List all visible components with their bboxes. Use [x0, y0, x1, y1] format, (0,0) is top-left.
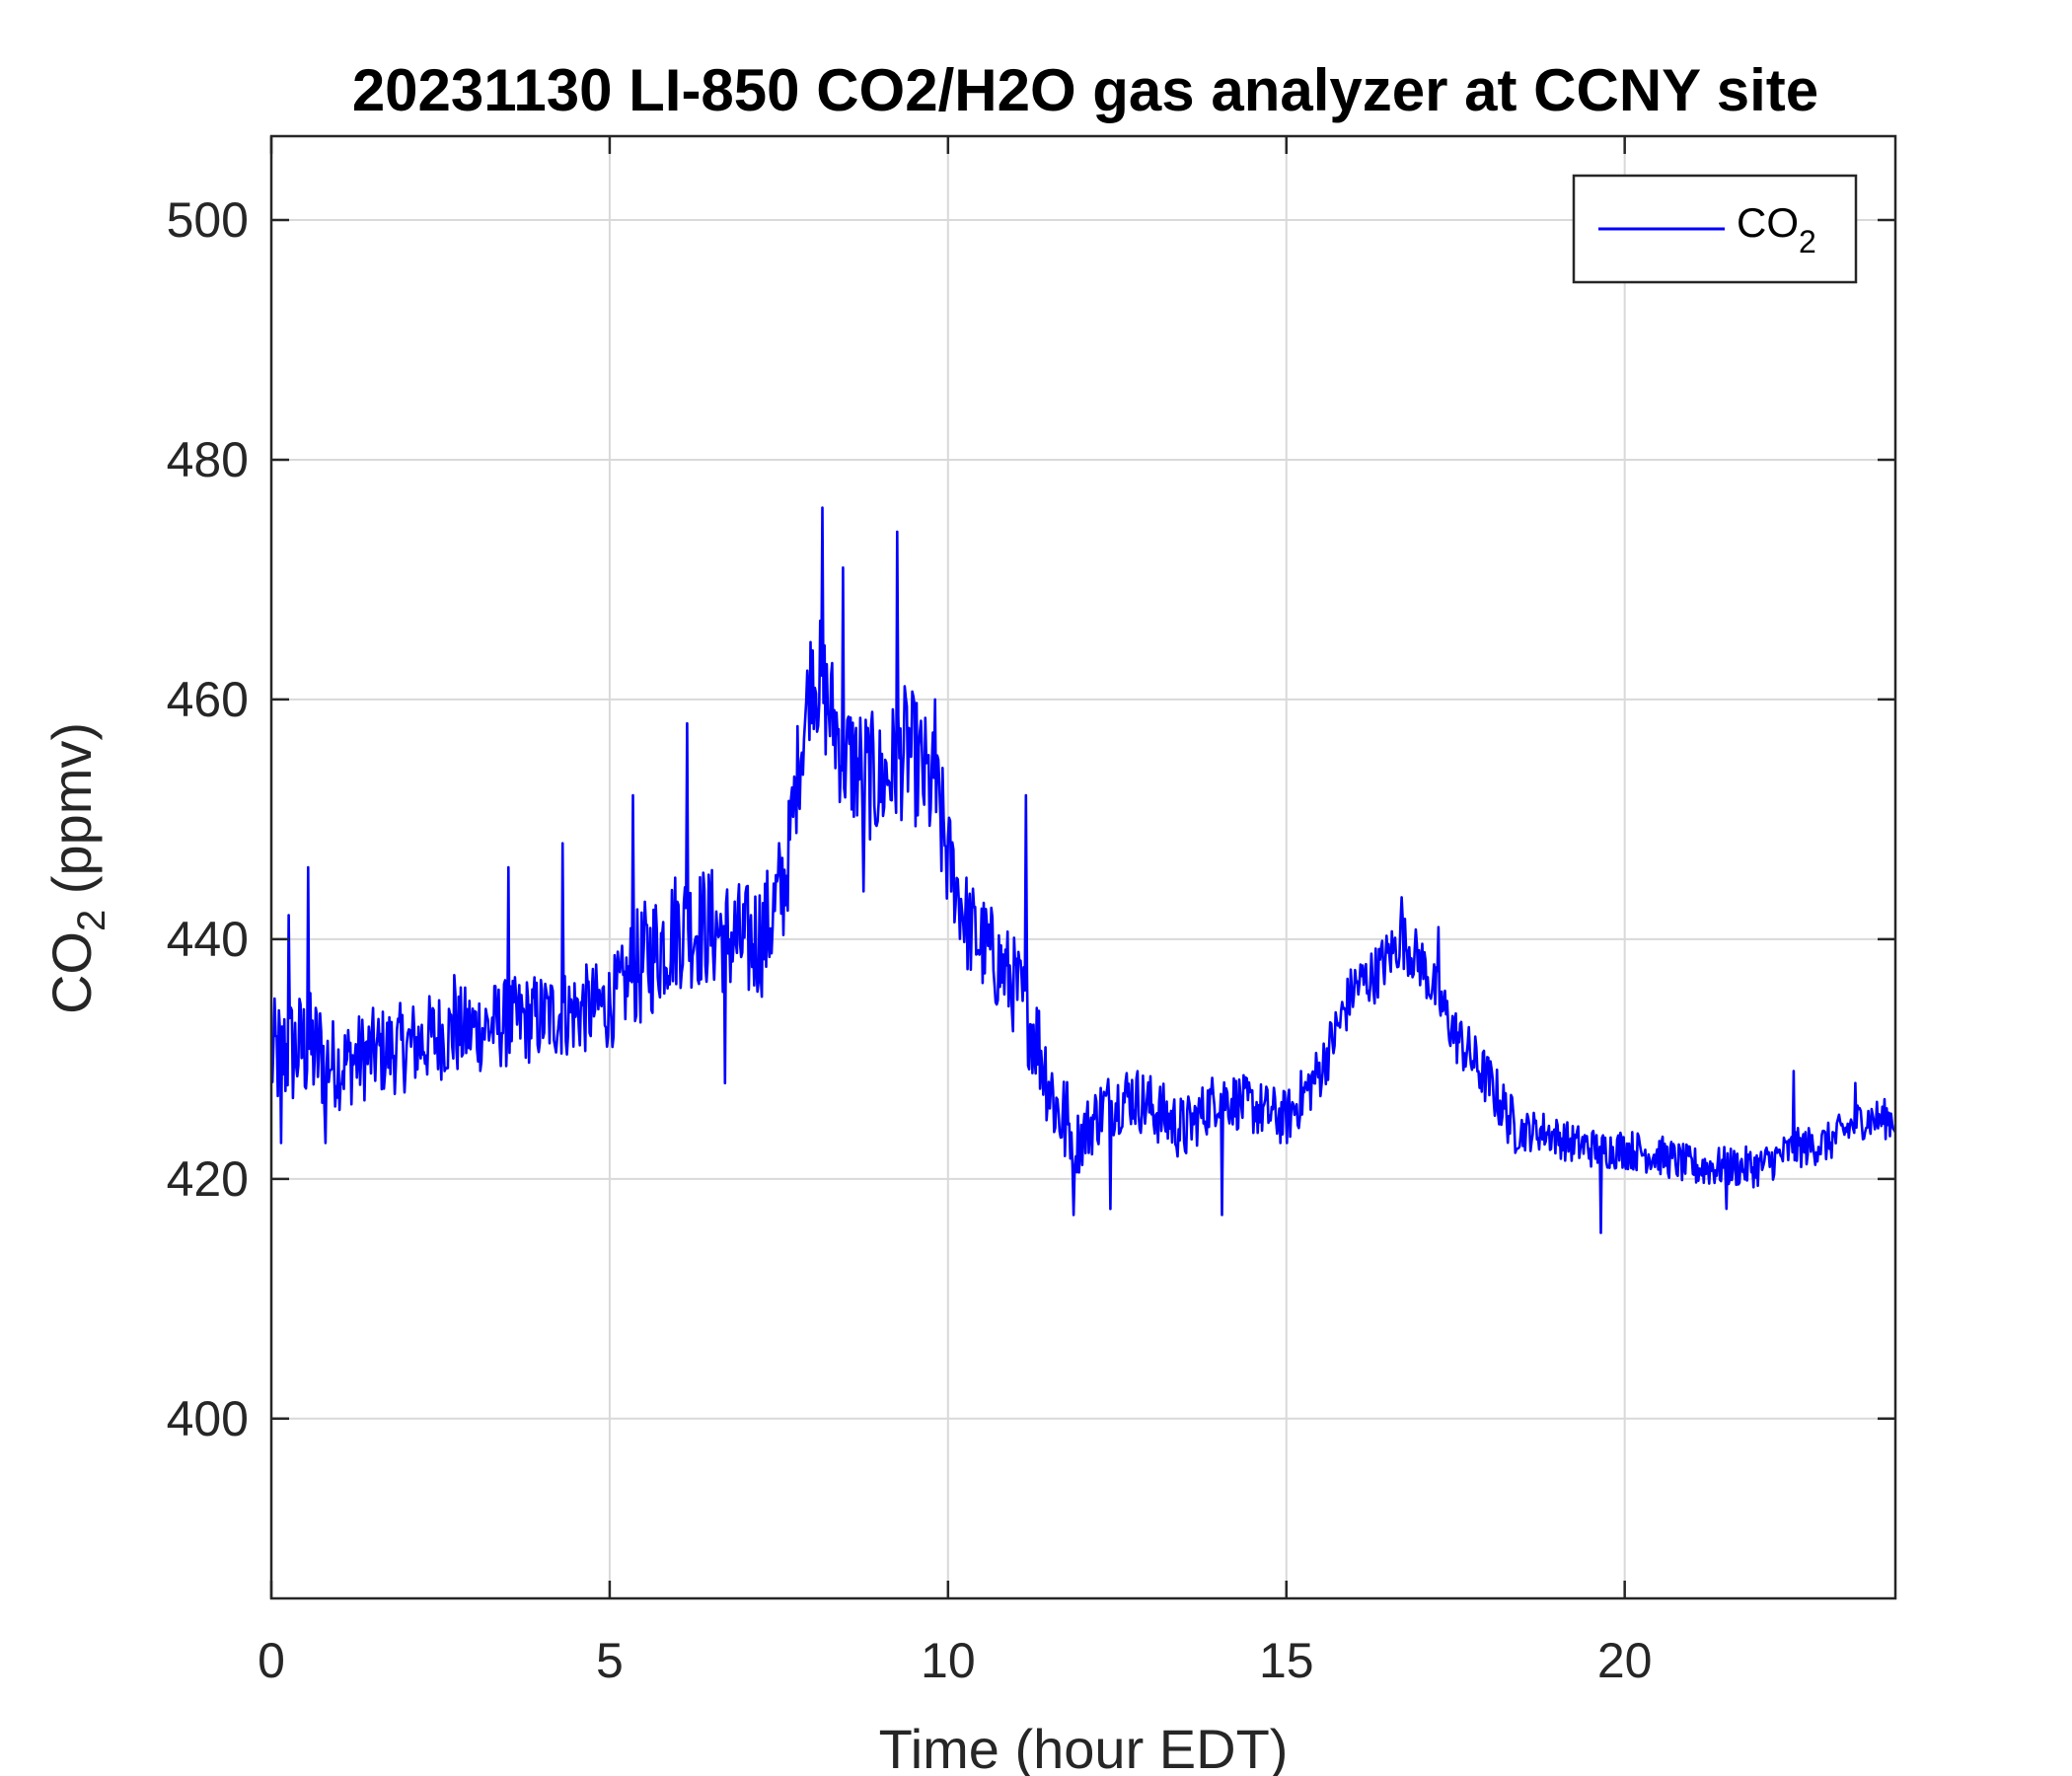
- x-tick-label: 20: [1597, 1633, 1653, 1688]
- x-tick-label: 5: [596, 1633, 624, 1688]
- legend: CO2: [1572, 174, 1858, 284]
- y-tick-labels: 400 420 440 460 480 500: [167, 192, 249, 1446]
- y-axis-label-unit: (ppmv): [40, 722, 103, 910]
- x-tick-label: 15: [1259, 1633, 1314, 1688]
- chart-title: 20231130 LI-850 CO2/H2O gas analyzer at …: [352, 57, 1818, 123]
- legend-entry-base: CO: [1737, 199, 1799, 246]
- y-axis-label: CO2 (ppmv): [40, 722, 113, 1014]
- x-tick-labels: 0 5 10 15 20: [258, 1633, 1652, 1688]
- y-tick-label: 420: [167, 1151, 249, 1207]
- x-axis-label: Time (hour EDT): [879, 1718, 1289, 1776]
- y-tick-label: 400: [167, 1391, 249, 1446]
- y-tick-label: 480: [167, 432, 249, 487]
- tick-marks: [269, 136, 1895, 1598]
- grid-lines: [270, 136, 1895, 1598]
- x-tick-label: 0: [258, 1633, 285, 1688]
- y-tick-label: 440: [167, 912, 249, 967]
- y-tick-label: 460: [167, 672, 249, 727]
- legend-entry-subscript: 2: [1799, 224, 1816, 259]
- y-axis-label-base: CO: [40, 931, 103, 1014]
- x-tick-label: 10: [921, 1633, 976, 1688]
- legend-entry-co2: CO2: [1737, 199, 1816, 259]
- series-line-co2: [271, 506, 1895, 1234]
- plot-area: [271, 506, 1895, 1234]
- y-axis-label-subscript: 2: [70, 910, 113, 931]
- plot-frame: [269, 134, 1897, 1600]
- y-tick-label: 500: [167, 192, 249, 248]
